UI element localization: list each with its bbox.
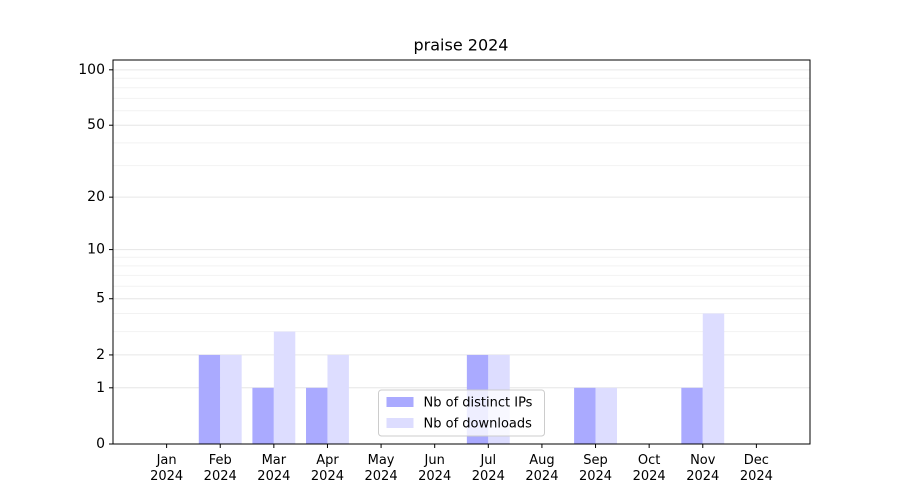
bar [273,331,296,444]
legend-box [378,389,545,437]
x-tick-label: Oct 2024 [632,453,666,484]
x-tick-label: Apr 2024 [310,453,344,484]
x-tick-label: Sep 2024 [578,453,613,484]
legend-swatch [386,418,414,428]
legend-label: Nb of distinct IPs [424,396,533,411]
x-tick-label: Jun 2024 [418,453,452,484]
bar [327,354,349,444]
x-tick-label: Jan 2024 [150,453,184,484]
x-tick-label: Mar 2024 [257,453,291,484]
x-tick-label: May 2024 [364,453,398,484]
bar [595,387,617,444]
legend-label: Nb of downloads [424,417,533,432]
bar [252,387,274,444]
y-tick-label: 100 [78,62,105,78]
bar [574,387,596,444]
x-tick-label: Jul 2024 [471,453,505,484]
bar [306,387,328,444]
y-tick-label: 5 [96,291,105,307]
legend: Nb of distinct IPs Nb of downloads [378,389,545,437]
x-tick-label: Aug 2024 [525,453,559,484]
bar [220,354,242,444]
plot-frame [112,59,811,445]
x-tick-label: Dec 2024 [739,453,773,484]
y-tick-label: 20 [87,189,105,205]
y-tick-label: 0 [96,436,105,452]
y-tick-label: 1 [96,380,105,396]
x-tick-label: Nov 2024 [686,453,720,484]
x-tick-label: Feb 2024 [203,453,237,484]
y-tick-label: 2 [96,347,105,363]
legend-swatch [386,397,414,407]
y-tick-label: 50 [87,117,105,133]
bar [681,387,703,444]
chart-title: praise 2024 [414,36,509,55]
bar [198,354,221,444]
bar [702,313,725,444]
y-tick-label: 10 [87,242,105,258]
